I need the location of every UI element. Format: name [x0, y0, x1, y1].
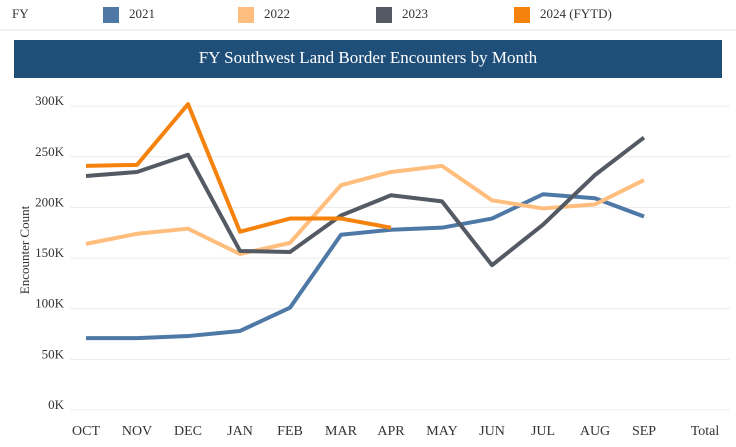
x-tick-label: OCT — [72, 424, 100, 439]
x-tick-label: MAR — [325, 424, 358, 439]
legend-swatch — [103, 7, 119, 23]
legend-swatch — [376, 7, 392, 23]
title-bar — [14, 40, 722, 78]
legend-label: 2021 — [129, 6, 155, 21]
x-tick-label: JUL — [531, 424, 555, 439]
y-axis-label: Encounter Count — [17, 205, 32, 294]
x-tick-label: APR — [377, 424, 405, 439]
legend-title: FY — [12, 6, 29, 21]
y-tick-label: 300K — [35, 93, 65, 108]
x-tick-label: FEB — [277, 424, 303, 439]
legend-label: 2024 (FYTD) — [540, 6, 612, 21]
chart-title: FY Southwest Land Border Encounters by M… — [199, 48, 538, 67]
series-line — [86, 192, 645, 341]
legend-label: 2023 — [402, 6, 428, 21]
y-tick-label: 250K — [35, 144, 65, 159]
legend-label: 2022 — [264, 6, 290, 21]
x-tick-label: MAY — [426, 424, 457, 439]
y-tick-label: 0K — [48, 397, 65, 412]
y-tick-label: 100K — [35, 296, 65, 311]
series-line — [85, 163, 645, 257]
x-tick-label: DEC — [174, 424, 202, 439]
series-line — [85, 135, 646, 268]
y-tick-label: 150K — [35, 245, 65, 260]
x-tick-label: JUN — [479, 424, 505, 439]
legend-swatch — [514, 7, 530, 23]
x-tick-label: JAN — [227, 424, 253, 439]
x-tick-label: NOV — [122, 424, 152, 439]
y-tick-label: 200K — [35, 194, 65, 209]
x-tick-label: SEP — [632, 424, 656, 439]
legend-swatch — [238, 7, 254, 23]
x-tick-label: Total — [691, 424, 720, 439]
y-tick-label: 50K — [42, 346, 65, 361]
series-line — [85, 102, 392, 234]
x-tick-label: AUG — [580, 424, 610, 439]
